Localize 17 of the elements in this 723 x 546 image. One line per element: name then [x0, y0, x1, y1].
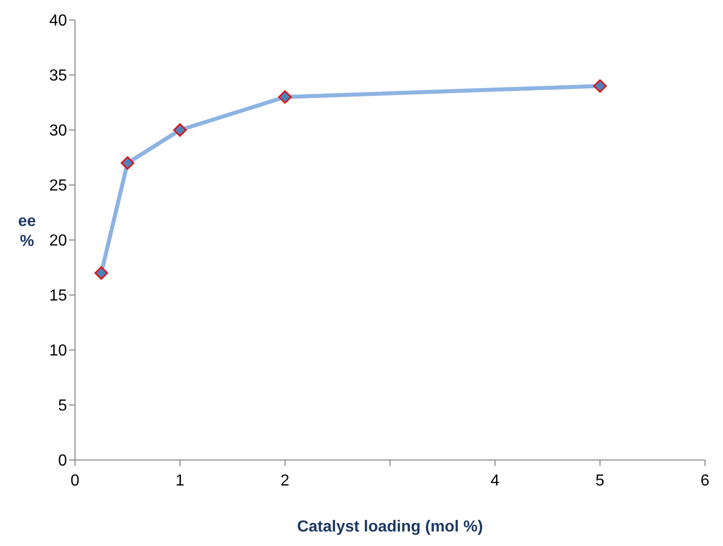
y-tick-label: 20: [49, 232, 68, 250]
y-axis-title: ee %: [18, 213, 36, 250]
y-tick-label: 5: [58, 398, 68, 415]
x-tick-label: 0: [70, 472, 80, 490]
y-tick-label: 10: [49, 342, 68, 360]
y-tick-label: 25: [49, 178, 68, 195]
y-tick-label: 15: [49, 288, 68, 305]
x-tick-label: 4: [490, 472, 500, 490]
x-tick-label: 5: [596, 472, 605, 490]
x-tick-label: 1: [176, 472, 185, 490]
x-tick-label: 2: [280, 472, 290, 490]
y-tick-label: 30: [49, 122, 68, 140]
y-tick-label: 35: [49, 68, 68, 85]
x-tick-label: 6: [700, 472, 710, 490]
y-tick-label: 40: [49, 12, 68, 30]
y-tick-label: 0: [58, 452, 68, 470]
x-axis-title: Catalyst loading (mol %): [297, 518, 483, 536]
